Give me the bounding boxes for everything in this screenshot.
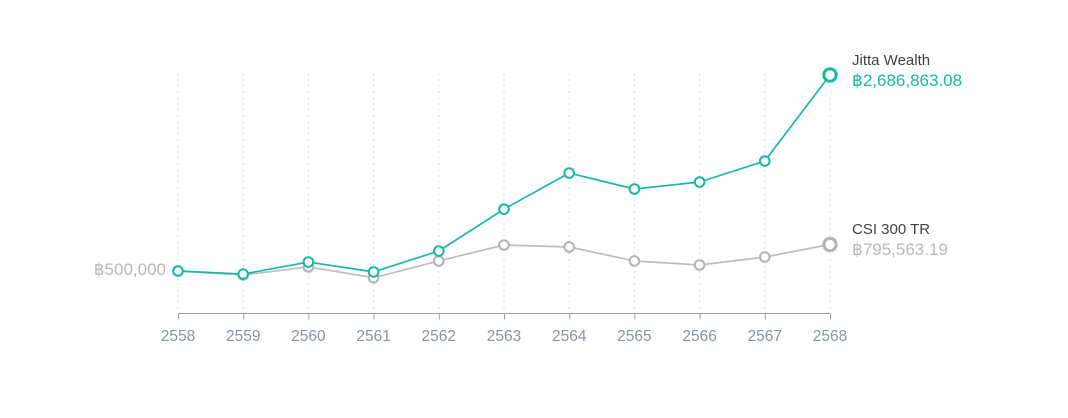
data-point-jitta-wealth-2559[interactable] bbox=[237, 268, 249, 280]
data-point-csi-300-tr-2563[interactable] bbox=[498, 239, 510, 251]
data-point-jitta-wealth-2564[interactable] bbox=[563, 167, 576, 179]
data-point-jitta-wealth-2566[interactable] bbox=[693, 176, 706, 188]
x-axis-label-2560: 2560 bbox=[291, 328, 326, 345]
x-axis-label-2567: 2567 bbox=[748, 328, 782, 345]
data-point-csi-300-tr-2562[interactable] bbox=[433, 255, 445, 267]
data-point-csi-300-tr-2568[interactable] bbox=[822, 236, 838, 253]
data-point-jitta-wealth-2563[interactable] bbox=[498, 203, 510, 215]
data-point-jitta-wealth-2562[interactable] bbox=[433, 245, 445, 257]
x-axis-label-2566: 2566 bbox=[682, 328, 716, 345]
x-axis-label-2564: 2564 bbox=[552, 328, 587, 345]
series-name-jitta-wealth: Jitta Wealth bbox=[852, 52, 931, 69]
series-value-jitta-wealth: ฿2,686,863.08 bbox=[852, 71, 963, 90]
data-point-csi-300-tr-2565[interactable] bbox=[628, 255, 641, 267]
data-point-jitta-wealth-2558[interactable] bbox=[172, 265, 184, 277]
x-axis-label-2559: 2559 bbox=[226, 328, 260, 345]
data-point-csi-300-tr-2564[interactable] bbox=[563, 241, 576, 253]
data-point-jitta-wealth-2568[interactable] bbox=[822, 67, 838, 83]
data-point-jitta-wealth-2565[interactable] bbox=[628, 183, 641, 195]
x-axis-label-2562: 2562 bbox=[422, 328, 456, 345]
series-value-csi-300-tr: ฿795,563.19 bbox=[852, 240, 948, 259]
x-axis-label-2561: 2561 bbox=[356, 328, 390, 345]
x-axis-label-2568: 2568 bbox=[813, 328, 847, 345]
x-axis-label-2558: 2558 bbox=[161, 328, 195, 345]
data-point-jitta-wealth-2561[interactable] bbox=[367, 266, 380, 278]
data-point-jitta-wealth-2560[interactable] bbox=[302, 256, 315, 268]
series-label-csi-300-tr: CSI 300 TR ฿795,563.19 bbox=[852, 220, 948, 260]
data-point-jitta-wealth-2567[interactable] bbox=[759, 155, 771, 167]
baseline-value-label: ฿500,000 bbox=[93, 260, 166, 279]
x-axis-label-2565: 2565 bbox=[617, 328, 651, 345]
series-label-jitta-wealth: Jitta Wealth ฿2,686,863.08 bbox=[852, 51, 962, 91]
data-point-csi-300-tr-2567[interactable] bbox=[759, 251, 771, 263]
series-name-csi-300-tr: CSI 300 TR bbox=[852, 221, 931, 238]
data-point-csi-300-tr-2566[interactable] bbox=[693, 259, 706, 271]
x-axis-label-2563: 2563 bbox=[487, 328, 521, 345]
